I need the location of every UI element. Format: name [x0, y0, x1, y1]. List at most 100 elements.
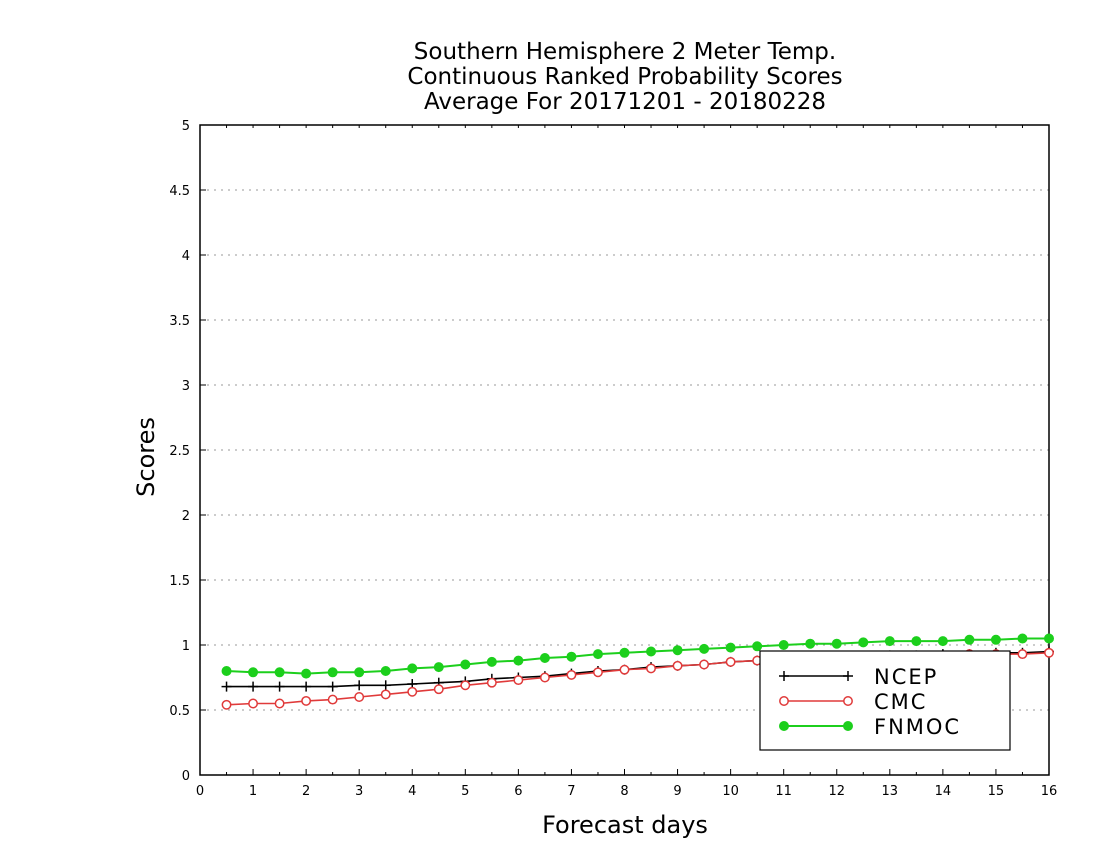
chart-title-line-1: Southern Hemisphere 2 Meter Temp. [414, 39, 836, 65]
chart-title: Southern Hemisphere 2 Meter Temp. Contin… [407, 39, 842, 115]
x-tick-label: 4 [408, 784, 416, 799]
y-tick-label: 1.5 [169, 574, 190, 589]
y-tick-label: 0 [182, 769, 190, 784]
x-tick-label: 5 [461, 784, 469, 799]
x-tick-label: 10 [722, 784, 739, 799]
x-tick-label: 16 [1041, 784, 1058, 799]
x-tick-label: 9 [673, 784, 681, 799]
data-point-marker [672, 660, 683, 671]
x-tick-label: 6 [514, 784, 522, 799]
data-point-marker [911, 636, 922, 647]
data-point-marker [779, 721, 789, 731]
x-tick-label: 12 [828, 784, 845, 799]
data-point-marker [778, 640, 789, 650]
data-point-marker [539, 653, 550, 663]
data-point-marker [619, 664, 630, 675]
data-point-marker [433, 662, 444, 673]
data-point-marker [699, 643, 710, 654]
data-point-marker [301, 695, 312, 706]
y-tick-label: 3.5 [169, 314, 190, 329]
data-point-marker [1044, 633, 1054, 644]
x-tick-label: 7 [567, 784, 575, 799]
data-point-marker [646, 663, 656, 674]
data-point-marker [566, 651, 577, 662]
data-point-marker [380, 689, 391, 700]
grid [200, 189, 1049, 711]
data-point-marker [672, 645, 683, 656]
legend-item-cmc: CMC [779, 690, 927, 714]
legend-label: NCEP [874, 665, 938, 689]
y-tick-label: 3 [182, 379, 190, 394]
data-point-marker [327, 667, 338, 678]
data-point-marker [221, 699, 232, 710]
x-tick-label: 14 [935, 784, 952, 799]
data-point-marker [539, 672, 550, 683]
data-point-marker [380, 666, 391, 676]
data-point-marker [221, 666, 232, 676]
data-point-marker [843, 696, 853, 706]
data-point-marker [884, 636, 895, 647]
data-point-marker [619, 647, 630, 658]
legend-item-fnmoc: FNMOC [779, 715, 961, 739]
data-point-marker [513, 675, 524, 686]
data-point-marker [460, 680, 471, 691]
x-tick-label: 0 [196, 784, 204, 799]
data-point-marker [779, 696, 789, 706]
y-tick-label: 2.5 [169, 444, 190, 459]
data-point-marker [407, 663, 418, 674]
legend-label: FNMOC [874, 715, 961, 739]
chart-title-line-3: Average For 20171201 - 20180228 [424, 89, 826, 115]
y-tick-label: 4 [182, 249, 190, 264]
x-axis-label: Forecast days [542, 811, 708, 839]
data-point-marker [1017, 649, 1028, 660]
x-tick-label: 2 [302, 784, 310, 799]
data-point-marker [486, 677, 497, 688]
chart-title-line-2: Continuous Ranked Probability Scores [407, 64, 842, 90]
data-point-marker [843, 721, 853, 731]
data-point-marker [248, 667, 259, 678]
legend-item-ncep: NCEP [779, 665, 938, 689]
data-point-marker [725, 642, 736, 653]
y-axis-label: Scores [132, 417, 160, 497]
data-point-marker [725, 656, 736, 667]
y-axis: 0 0.5 1 1.5 2 2.5 3 3.5 4 4.5 5 [169, 119, 206, 784]
data-point-marker [858, 637, 869, 648]
data-point-marker [990, 634, 1001, 645]
y-tick-label: 4.5 [169, 184, 190, 199]
data-point-marker [433, 684, 444, 695]
data-point-marker [831, 638, 842, 649]
data-point-marker [937, 636, 948, 647]
x-tick-label: 1 [249, 784, 257, 799]
x-tick-label: 8 [620, 784, 628, 799]
data-point-marker [593, 667, 603, 678]
y-tick-label: 2 [182, 509, 190, 524]
series-fnmoc [221, 633, 1054, 679]
data-point-marker [407, 686, 418, 697]
data-point-marker [513, 655, 524, 666]
data-point-marker [301, 668, 312, 679]
legend-label: CMC [874, 690, 927, 714]
y-tick-label: 1 [182, 639, 190, 654]
data-point-marker [964, 634, 975, 645]
x-tick-label: 11 [775, 784, 792, 799]
data-point-marker [486, 656, 497, 667]
x-axis: 0 1 2 3 4 5 6 7 8 9 10 11 12 13 14 15 16 [196, 125, 1057, 799]
x-tick-label: 15 [988, 784, 1005, 799]
data-point-marker [327, 694, 338, 705]
data-point-marker [592, 649, 603, 660]
data-point-marker [274, 698, 285, 709]
data-point-marker [354, 692, 365, 702]
data-point-marker [752, 641, 763, 652]
data-point-marker [805, 638, 816, 649]
x-tick-label: 3 [355, 784, 363, 799]
data-point-marker [1017, 633, 1028, 644]
data-point-marker [248, 698, 259, 709]
data-point-marker [1044, 647, 1054, 658]
data-point-marker [699, 659, 710, 670]
data-point-marker [646, 646, 657, 657]
data-point-marker [566, 669, 577, 680]
data-point-marker [354, 667, 365, 678]
y-tick-label: 5 [182, 119, 190, 134]
